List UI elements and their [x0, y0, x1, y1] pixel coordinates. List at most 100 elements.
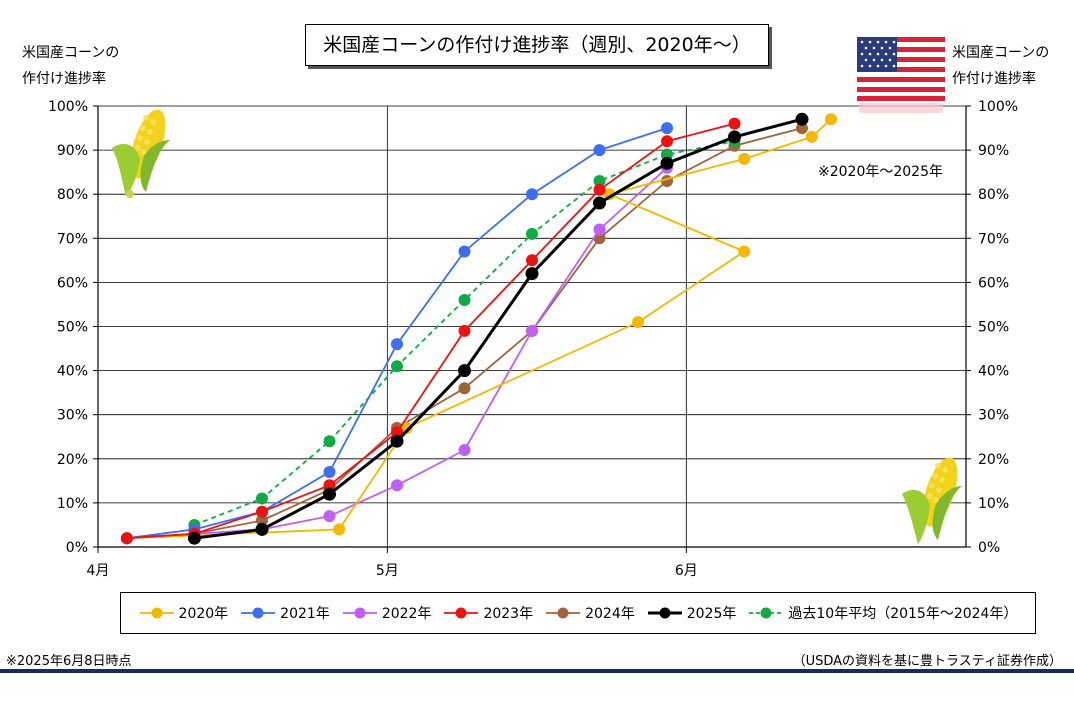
- legend-label: 2024年: [585, 606, 635, 622]
- legend-label: 2020年: [178, 606, 229, 622]
- data-point: [526, 324, 538, 337]
- series-group: [120, 112, 837, 545]
- data-point: [256, 505, 268, 518]
- data-point: [323, 435, 336, 448]
- y-tick-label-left: 0%: [66, 540, 88, 556]
- y-axis-label-right-line2: 作付け進捗率: [952, 71, 1036, 87]
- data-point: [805, 130, 818, 143]
- y-tick-label-right: 20%: [978, 452, 1009, 468]
- y-tick-label-right: 60%: [978, 275, 1009, 291]
- data-point: [738, 245, 751, 258]
- data-point: [738, 152, 751, 165]
- decorations: [112, 37, 962, 544]
- y-tick-label-right: 10%: [978, 496, 1009, 512]
- data-point: [323, 479, 336, 492]
- y-axis-label-left-line2: 作付け進捗率: [22, 71, 106, 87]
- y-tick-label-right: 90%: [978, 143, 1009, 159]
- data-point: [661, 148, 673, 161]
- data-point: [795, 112, 809, 126]
- data-point: [323, 510, 336, 523]
- legend-swatch: [647, 607, 682, 619]
- y-tick-label-left: 80%: [57, 187, 88, 203]
- y-tick-label-right: 40%: [978, 364, 1009, 380]
- legend-item: 過去10年平均（2015年～2024年）: [748, 603, 1017, 623]
- data-point: [120, 532, 133, 545]
- series-3: [120, 117, 741, 545]
- data-point: [256, 492, 268, 505]
- source-note: （USDAの資料を基に豊トラスティ証券作成）: [792, 654, 1062, 669]
- series-line: [126, 127, 668, 540]
- bottom-divider: [0, 669, 1074, 673]
- data-point: [661, 135, 673, 148]
- y-tick-label-right: 80%: [978, 187, 1009, 203]
- x-tick-label: 4月: [87, 563, 110, 579]
- data-point: [825, 113, 837, 126]
- series-line: [194, 117, 803, 540]
- legend: 2020年 2021年 2022年 2023年 2024年 2025年 過去10年平均（20…: [120, 592, 1036, 634]
- series-line: [126, 122, 735, 540]
- y-tick-label-left: 10%: [57, 496, 88, 512]
- data-point: [391, 479, 403, 492]
- data-point: [458, 294, 471, 306]
- series-5: [187, 112, 809, 545]
- data-point: [391, 338, 403, 351]
- data-point: [593, 196, 606, 210]
- data-point: [255, 522, 269, 536]
- legend-swatch: [139, 607, 174, 619]
- data-point: [458, 382, 471, 395]
- legend-item: 2023年: [443, 603, 533, 623]
- data-point: [458, 245, 471, 258]
- legend-item: 2024年: [545, 603, 635, 623]
- as-of-note: ※2025年6月8日時点: [6, 654, 132, 669]
- series-2: [120, 161, 673, 545]
- data-point: [661, 122, 673, 135]
- data-point: [390, 434, 404, 448]
- data-point: [187, 531, 201, 545]
- legend-swatch: [749, 607, 784, 619]
- legend-swatch: [342, 607, 377, 619]
- data-point: [458, 364, 471, 378]
- period-note: ※2020年～2025年: [818, 161, 943, 181]
- data-point: [728, 117, 741, 130]
- data-point: [458, 324, 471, 337]
- y-tick-label-left: 90%: [57, 143, 88, 159]
- y-axis-label-left-line1: 米国産コーンの: [22, 45, 120, 61]
- legend-swatch: [546, 607, 581, 619]
- legend-label: 2023年: [483, 606, 534, 622]
- corn-icon: [112, 109, 170, 198]
- data-point: [660, 156, 674, 170]
- y-tick-label-left: 40%: [57, 364, 88, 380]
- data-point: [400, 421, 413, 434]
- y-tick-label-left: 30%: [57, 408, 88, 424]
- data-point: [391, 360, 403, 373]
- legend-label: 2025年: [686, 606, 737, 622]
- series-line: [194, 140, 735, 526]
- y-tick-label-left: 70%: [57, 231, 88, 247]
- data-point: [333, 523, 346, 536]
- data-point: [593, 144, 606, 157]
- y-tick-label-left: 50%: [57, 320, 88, 336]
- x-tick-label: 6月: [675, 563, 698, 579]
- series-0: [120, 113, 837, 545]
- data-point: [632, 316, 645, 329]
- data-point: [526, 227, 538, 240]
- data-point: [323, 466, 336, 478]
- data-point: [526, 254, 538, 267]
- data-point: [796, 122, 808, 135]
- legend-label: 2022年: [381, 606, 432, 622]
- legend-swatch: [241, 607, 276, 619]
- data-point: [593, 183, 606, 196]
- legend-item: 2025年: [647, 603, 737, 623]
- data-point: [256, 514, 268, 527]
- corn-icon: [902, 457, 962, 544]
- y-tick-label-left: 100%: [48, 99, 88, 115]
- data-point: [525, 267, 539, 281]
- data-point: [391, 426, 403, 439]
- y-tick-label-left: 60%: [57, 275, 88, 291]
- tick-labels: 0% 0% 10% 10% 20% 20% 30% 30% 40% 40% 50% 50% 60% 60%…: [48, 99, 1018, 579]
- y-axis-label-left: 米国産コーンの 作付け進捗率: [22, 40, 119, 92]
- legend-swatch: [444, 607, 479, 619]
- legend-label: 過去10年平均（2015年～2024年）: [788, 606, 1018, 622]
- data-point: [593, 223, 606, 236]
